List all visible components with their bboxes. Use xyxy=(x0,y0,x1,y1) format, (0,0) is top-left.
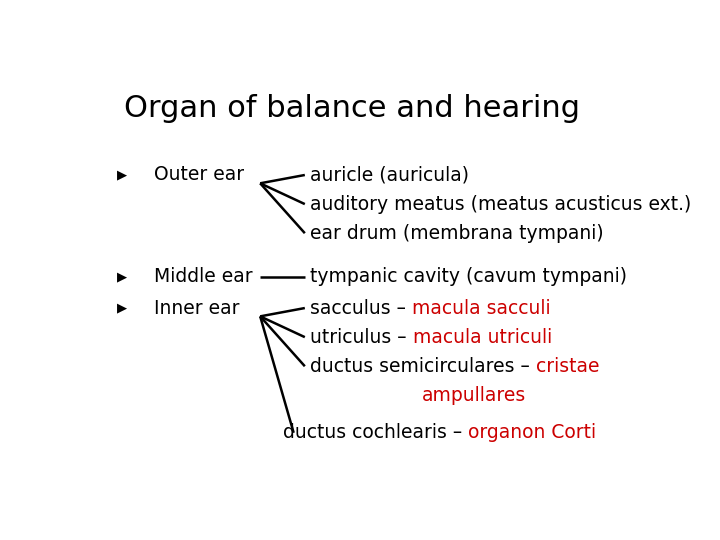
Text: ▶: ▶ xyxy=(117,301,127,314)
Text: ▶: ▶ xyxy=(117,271,127,284)
Text: ductus cochlearis –: ductus cochlearis – xyxy=(282,423,467,442)
Text: Outer ear: Outer ear xyxy=(154,165,244,185)
Text: ampullares: ampullares xyxy=(422,386,526,405)
Text: Middle ear: Middle ear xyxy=(154,267,253,286)
Text: ▶: ▶ xyxy=(117,168,127,181)
Text: sacculus –: sacculus – xyxy=(310,299,413,318)
Text: ear drum (membrana tympani): ear drum (membrana tympani) xyxy=(310,224,604,242)
Text: Inner ear: Inner ear xyxy=(154,299,240,318)
Text: auricle (auricula): auricle (auricula) xyxy=(310,165,469,185)
Text: tympanic cavity (cavum tympani): tympanic cavity (cavum tympani) xyxy=(310,267,627,286)
Text: auditory meatus (meatus acusticus ext.): auditory meatus (meatus acusticus ext.) xyxy=(310,194,692,214)
Text: utriculus –: utriculus – xyxy=(310,328,413,347)
Text: Organ of balance and hearing: Organ of balance and hearing xyxy=(125,94,580,123)
Text: macula sacculi: macula sacculi xyxy=(413,299,551,318)
Text: ductus semicirculares –: ductus semicirculares – xyxy=(310,357,536,376)
Text: organon Corti: organon Corti xyxy=(467,423,595,442)
Text: cristae: cristae xyxy=(536,357,600,376)
Text: macula utriculi: macula utriculi xyxy=(413,328,552,347)
